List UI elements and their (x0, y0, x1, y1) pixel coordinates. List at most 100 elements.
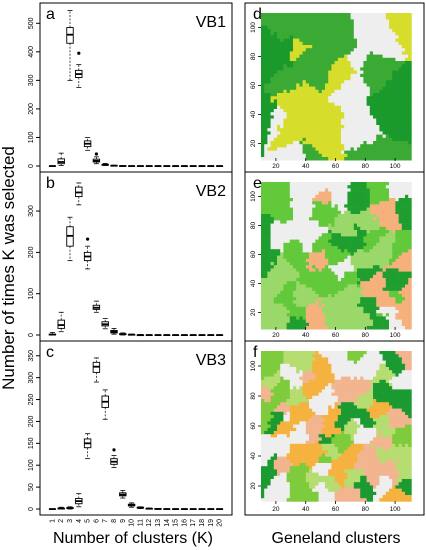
cluster-cell (325, 258, 329, 263)
cluster-cell (318, 25, 323, 30)
cluster-cell (379, 141, 383, 145)
cluster-cell (366, 310, 371, 314)
cluster-cell (331, 29, 335, 33)
cluster-cell (363, 246, 367, 250)
cluster-cell (267, 252, 271, 256)
cluster-cell (398, 271, 403, 276)
cluster-cell (344, 278, 348, 282)
cluster-cell (289, 41, 294, 46)
cluster-cell (363, 153, 367, 158)
cluster-cell (366, 185, 371, 189)
cluster-cell (369, 35, 374, 39)
cluster-cell (289, 214, 294, 218)
cluster-cell (363, 310, 367, 314)
cluster-cell (321, 319, 326, 324)
cluster-cell (305, 210, 310, 215)
x-tick-label: 7 (102, 519, 109, 523)
cluster-cell (382, 48, 387, 52)
cluster-cell (398, 194, 403, 199)
cluster-cell (382, 125, 387, 129)
cluster-cell (405, 22, 409, 27)
cluster-cell (389, 274, 393, 279)
cluster-cell (334, 29, 339, 33)
cluster-cell (376, 271, 380, 276)
cluster-cell (385, 354, 390, 358)
cluster-cell (379, 32, 383, 36)
cluster-cell (385, 297, 390, 301)
cluster-cell (334, 99, 339, 103)
cluster-cell (357, 29, 361, 33)
cluster-cell (376, 51, 380, 55)
cluster-cell (401, 89, 406, 94)
cluster-cell (299, 13, 303, 17)
cluster-cell (360, 198, 364, 202)
cluster-cell (302, 54, 307, 59)
cluster-cell (376, 112, 380, 116)
cluster-cell (302, 93, 307, 97)
cluster-cell (353, 326, 358, 330)
cluster-cell (318, 67, 323, 71)
cluster-cell (293, 115, 297, 119)
cluster-cell (350, 19, 355, 23)
cluster-cell (321, 367, 326, 371)
cluster-cell (347, 115, 351, 119)
cluster-cell (289, 207, 294, 212)
cluster-cell (398, 297, 403, 301)
cluster-cell (357, 204, 361, 208)
cluster-cell (299, 319, 303, 324)
cluster-cell (405, 96, 409, 100)
cluster-cell (280, 13, 284, 17)
cluster-cell (366, 271, 371, 276)
cluster-cell (289, 242, 294, 247)
cluster-cell (325, 16, 329, 20)
cluster-cell (398, 51, 403, 55)
cluster-cell (347, 77, 351, 81)
cluster-cell (299, 242, 303, 247)
cluster-cell (369, 310, 374, 314)
cluster-cell (389, 284, 393, 288)
cluster-cell (305, 131, 310, 135)
cluster-cell (289, 287, 294, 292)
cluster-cell (341, 226, 345, 231)
cluster-cell (289, 22, 294, 27)
cluster-cell (373, 118, 377, 123)
cluster-cell (347, 38, 351, 43)
cluster-cell (347, 316, 351, 320)
cluster-cell (395, 182, 399, 186)
cluster-cell (331, 239, 335, 244)
cluster-cell (389, 246, 393, 250)
cluster-cell (270, 29, 275, 33)
cluster-cell (360, 319, 364, 324)
cluster-cell (283, 102, 287, 107)
cluster-cell (350, 278, 355, 282)
cluster-cell (334, 316, 339, 320)
cluster-cell (373, 54, 377, 59)
cluster-cell (392, 13, 396, 17)
cluster-cell (369, 29, 374, 33)
cluster-cell (283, 147, 287, 151)
cluster-cell (261, 67, 265, 71)
cluster-cell (379, 306, 383, 311)
cluster-cell (299, 204, 303, 208)
cluster-cell (267, 93, 271, 97)
cluster-cell (312, 268, 316, 272)
cluster-cell (305, 83, 310, 87)
cluster-cell (293, 109, 297, 113)
cluster-cell (344, 51, 348, 55)
cluster-cell (302, 230, 307, 234)
cluster-cell (401, 290, 406, 295)
cluster-cell (398, 249, 403, 253)
cluster-cell (395, 252, 399, 256)
cluster-cell (318, 194, 323, 199)
cluster-cell (328, 265, 332, 269)
cluster-cell (373, 70, 377, 75)
cluster-cell (334, 367, 339, 371)
cluster-cell (334, 83, 339, 87)
cluster-cell (283, 121, 287, 126)
cluster-cell (264, 303, 268, 308)
cluster-cell (392, 201, 396, 205)
cluster-cell (353, 236, 358, 240)
cluster-cell (267, 198, 271, 202)
cluster-cell (392, 319, 396, 324)
cluster-cell (385, 351, 390, 355)
